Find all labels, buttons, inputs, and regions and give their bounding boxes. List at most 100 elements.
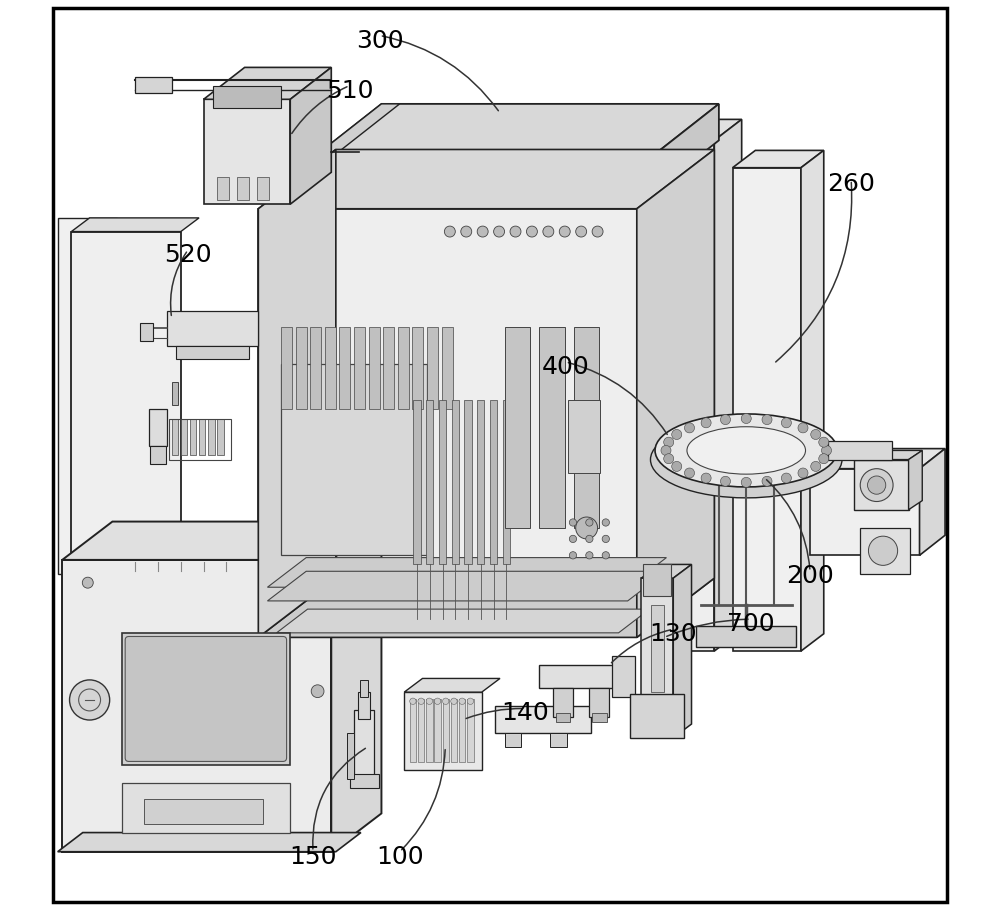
Circle shape bbox=[311, 685, 324, 698]
Polygon shape bbox=[71, 219, 199, 232]
Circle shape bbox=[798, 468, 808, 478]
Polygon shape bbox=[258, 210, 637, 638]
Circle shape bbox=[592, 227, 603, 238]
Bar bbox=[550, 733, 567, 747]
Bar bbox=[208, 419, 215, 456]
Circle shape bbox=[819, 455, 829, 465]
Bar bbox=[217, 419, 224, 456]
Bar bbox=[217, 178, 229, 200]
Circle shape bbox=[701, 474, 711, 484]
Polygon shape bbox=[258, 150, 714, 210]
Text: 300: 300 bbox=[356, 29, 403, 53]
Circle shape bbox=[434, 698, 441, 705]
Bar bbox=[325, 328, 336, 410]
Bar bbox=[860, 528, 910, 574]
Ellipse shape bbox=[655, 415, 837, 487]
Circle shape bbox=[684, 468, 695, 478]
Polygon shape bbox=[539, 665, 626, 688]
Bar bbox=[439, 401, 446, 565]
Circle shape bbox=[459, 698, 465, 705]
Polygon shape bbox=[655, 105, 719, 191]
Bar bbox=[556, 713, 570, 722]
Text: 140: 140 bbox=[502, 701, 549, 724]
Circle shape bbox=[569, 552, 577, 559]
Circle shape bbox=[586, 536, 593, 543]
Text: 130: 130 bbox=[649, 621, 697, 645]
Circle shape bbox=[672, 462, 682, 472]
Text: 520: 520 bbox=[164, 243, 212, 267]
Bar bbox=[553, 688, 573, 717]
Bar bbox=[354, 328, 365, 410]
Bar bbox=[651, 606, 664, 692]
Circle shape bbox=[82, 578, 93, 589]
Circle shape bbox=[701, 418, 711, 428]
Polygon shape bbox=[336, 150, 714, 578]
Bar bbox=[452, 401, 459, 565]
Bar bbox=[172, 383, 178, 405]
Bar bbox=[442, 328, 453, 410]
Circle shape bbox=[664, 437, 674, 447]
Circle shape bbox=[798, 424, 808, 434]
Bar bbox=[358, 692, 370, 720]
Bar bbox=[467, 700, 474, 763]
Circle shape bbox=[410, 698, 416, 705]
Circle shape bbox=[661, 445, 671, 456]
Polygon shape bbox=[204, 100, 290, 205]
Polygon shape bbox=[318, 105, 719, 155]
Polygon shape bbox=[801, 151, 824, 651]
Bar bbox=[410, 700, 416, 763]
Circle shape bbox=[461, 227, 472, 238]
Ellipse shape bbox=[650, 422, 842, 498]
Circle shape bbox=[586, 519, 593, 527]
Circle shape bbox=[602, 519, 609, 527]
Text: 400: 400 bbox=[542, 354, 590, 378]
Bar bbox=[237, 178, 249, 200]
Polygon shape bbox=[909, 451, 922, 510]
Bar bbox=[451, 700, 457, 763]
Bar bbox=[383, 328, 394, 410]
Circle shape bbox=[443, 698, 449, 705]
Bar bbox=[181, 419, 187, 456]
Bar bbox=[257, 178, 269, 200]
Polygon shape bbox=[277, 609, 650, 633]
Text: 200: 200 bbox=[786, 564, 834, 588]
Circle shape bbox=[762, 476, 772, 486]
Bar bbox=[213, 87, 281, 109]
Bar bbox=[144, 799, 263, 824]
Circle shape bbox=[418, 698, 424, 705]
Bar bbox=[190, 419, 196, 456]
Bar bbox=[612, 656, 635, 697]
Bar bbox=[477, 401, 484, 565]
Polygon shape bbox=[149, 410, 167, 446]
Circle shape bbox=[868, 537, 898, 566]
Circle shape bbox=[543, 227, 554, 238]
Bar bbox=[443, 700, 449, 763]
Polygon shape bbox=[267, 572, 666, 601]
Bar bbox=[427, 328, 438, 410]
Circle shape bbox=[720, 415, 730, 425]
Polygon shape bbox=[810, 449, 945, 469]
Polygon shape bbox=[258, 578, 714, 638]
Circle shape bbox=[720, 476, 730, 486]
Bar bbox=[643, 565, 671, 597]
Text: 150: 150 bbox=[289, 844, 337, 868]
Circle shape bbox=[602, 552, 609, 559]
Polygon shape bbox=[637, 150, 714, 638]
Text: 510: 510 bbox=[326, 79, 373, 103]
Polygon shape bbox=[641, 578, 673, 738]
Bar bbox=[369, 328, 380, 410]
Bar bbox=[339, 328, 350, 410]
Polygon shape bbox=[854, 451, 922, 460]
Polygon shape bbox=[733, 151, 824, 169]
Bar bbox=[574, 328, 599, 528]
Polygon shape bbox=[204, 68, 331, 100]
Bar bbox=[539, 328, 565, 528]
Circle shape bbox=[451, 698, 457, 705]
Circle shape bbox=[741, 477, 751, 488]
Circle shape bbox=[821, 445, 832, 456]
Circle shape bbox=[70, 681, 110, 721]
Bar bbox=[751, 416, 767, 448]
Circle shape bbox=[602, 536, 609, 543]
Bar bbox=[503, 401, 510, 565]
Circle shape bbox=[477, 227, 488, 238]
